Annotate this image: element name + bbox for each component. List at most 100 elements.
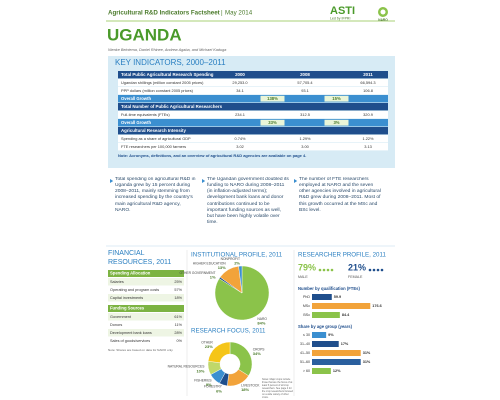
cell-value: 1.22% — [362, 136, 374, 141]
growth-value: 138% — [267, 96, 278, 101]
bar-category: BSc — [303, 313, 310, 317]
group-heading: Funding Sources — [110, 306, 145, 311]
gender-share: 21% — [348, 262, 366, 272]
slice-label: CROPS — [253, 347, 266, 351]
financial-row — [108, 294, 184, 302]
bar-value: 31% — [363, 360, 371, 364]
slice-label: LIVESTOCK — [241, 383, 260, 387]
partner: NARO — [378, 18, 388, 22]
financial-title-box: FINANCIAL RESOURCES, 2011 — [108, 250, 172, 266]
slice-label: FISHERIES — [194, 378, 212, 382]
cell-value: 106.8 — [363, 88, 373, 93]
data-row — [118, 143, 388, 151]
section-heading-row — [118, 127, 388, 135]
growth-value: 33% — [268, 120, 277, 125]
bar-category: ≤ 30 — [303, 333, 310, 337]
section-heading: Total Public Agricultural Research Spend… — [121, 72, 214, 77]
growth-label: Overall Growth — [121, 96, 151, 101]
group-heading-row — [108, 270, 184, 277]
cell-value: 34.1 — [236, 88, 244, 93]
gender-share: 79% — [298, 262, 316, 272]
country-title: UGANDA — [107, 25, 182, 44]
slice-label: NARO — [257, 317, 267, 321]
focus-note: Notes: Major crops include those that ar… — [262, 378, 293, 398]
growth-cell — [324, 95, 349, 102]
slice-label: NONPROFIT — [221, 257, 240, 261]
financial-label: Sales of goods/services — [110, 339, 150, 343]
financial-label: Government — [110, 315, 132, 319]
bar — [312, 350, 361, 356]
financial-label: Donors — [110, 323, 122, 327]
cell-value: 312.5 — [300, 112, 310, 117]
bar-category: MSc — [303, 304, 310, 308]
date: May 2014 — [225, 10, 253, 17]
growth-row — [118, 95, 388, 103]
slice-value: 84% — [257, 321, 265, 326]
bar-value: 17% — [341, 342, 349, 346]
institutional-title: INSTITUTIONAL PROFILE, 2011 — [191, 252, 283, 259]
financial-value: 11% — [175, 323, 183, 327]
financial-value: 18% — [174, 296, 182, 300]
slice-label: OTHER — [201, 340, 213, 344]
bar-chart-title: Share by age group (years) — [298, 324, 353, 329]
person-icon — [376, 268, 380, 272]
data-row — [118, 135, 388, 143]
data-row — [118, 79, 388, 87]
financial-value: 25% — [174, 280, 182, 284]
bar-category: 51–60 — [300, 360, 310, 364]
cell-value: 0.74% — [234, 136, 246, 141]
financial-value: 57% — [174, 288, 182, 292]
bar-value: 12% — [333, 369, 341, 373]
bar-category: PhD — [303, 295, 310, 299]
separator: | — [221, 10, 223, 17]
cell-value: 3.02 — [236, 144, 244, 149]
cell-value: 66,594.3 — [360, 80, 375, 85]
section-heading: Total Number of Public Agricultural Rese… — [121, 104, 223, 109]
bar — [312, 368, 331, 374]
bar-value: 84.4 — [342, 313, 350, 317]
cell-value: 29,253.0 — [232, 80, 248, 85]
slice-label: NATURAL RESOURCES — [168, 365, 206, 369]
group-heading: Spending Allocation — [110, 271, 151, 276]
bullet-text-box: The number of FTE researchers employed a… — [299, 177, 381, 213]
key-indicators-title: KEY INDICATORS, 2000–2011 — [115, 58, 226, 67]
growth-cell — [324, 119, 349, 126]
cell-value: 3.13 — [364, 144, 372, 149]
bullet-text-box: The Ugandan government doubled its fundi… — [207, 177, 289, 225]
slice-value: 6% — [216, 388, 222, 393]
bullet-text: The number of FTE researchers employed a… — [299, 177, 381, 213]
financial-label: Operating and program costs — [110, 288, 159, 292]
row-label: FTE researchers per 100,000 farmers — [121, 144, 186, 149]
partner-logo-mark — [380, 9, 386, 15]
researcher-title: RESEARCHER PROFILE, 2011 — [298, 252, 386, 259]
row-label: Spending as a share of agricultural GDP — [121, 136, 191, 141]
bullet-marker — [294, 179, 298, 183]
gender-label: MALE — [298, 275, 308, 279]
growth-cell — [260, 119, 285, 126]
bar-value: 31% — [363, 351, 371, 355]
financial-label: Development bank loans — [110, 331, 152, 335]
bar — [312, 312, 340, 318]
row-label: Full-time equivalents (FTEs) — [121, 112, 170, 117]
bar-value: 59.9 — [334, 295, 341, 299]
slice-label: HIGHER EDUCATION — [193, 261, 227, 265]
bar — [312, 359, 361, 365]
financial-title: FINANCIAL RESOURCES, 2011 — [108, 250, 172, 266]
logo: ASTI — [330, 5, 355, 17]
slice-label: OTHER GOVERNMENT — [179, 271, 215, 275]
financial-value: 0% — [177, 339, 183, 343]
bar-category: 41–50 — [300, 351, 310, 355]
financial-label: Capital investments — [110, 296, 143, 300]
cell-value: 234.1 — [235, 112, 245, 117]
slice-value: 13% — [218, 265, 226, 270]
bullet-text: Total spending on agricultural R&D in Ug… — [115, 177, 196, 213]
financial-label: Salaries — [110, 280, 124, 284]
growth-row — [118, 119, 388, 127]
slice-value: 23% — [205, 344, 213, 349]
row-label: Ugandan shillings (million constant 2005… — [121, 80, 204, 85]
series-title: Agricultural R&D Indicators Factsheet — [108, 10, 220, 17]
group-heading-row — [108, 305, 184, 312]
bullet-marker — [110, 179, 114, 183]
cell-value: 3.00 — [301, 144, 309, 149]
